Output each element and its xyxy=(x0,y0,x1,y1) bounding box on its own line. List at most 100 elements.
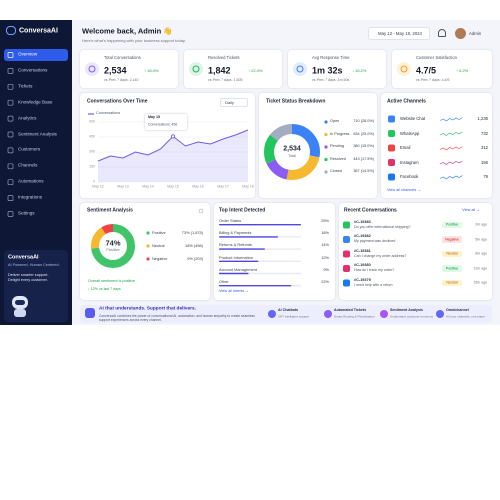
view-all-link[interactable]: View all intents → xyxy=(219,289,250,294)
menu-item[interactable]: Automations xyxy=(18,178,44,184)
conversation-time: 8m ago xyxy=(475,251,487,256)
menu-item[interactable]: Settings xyxy=(18,210,35,216)
feature-title: Omnichannel xyxy=(446,308,469,313)
kpi-change: ↑ 6.2% xyxy=(456,68,469,73)
conversation-time: 5m ago xyxy=(475,236,487,241)
menu-item[interactable]: Customers xyxy=(18,147,41,153)
kpi-card xyxy=(184,50,282,88)
view-all-link[interactable]: View all → xyxy=(462,208,480,213)
channel-count: 312 xyxy=(481,144,488,150)
kpi-change: ↓ 16.2% xyxy=(352,68,367,73)
donut-center-label: Positive xyxy=(106,248,120,253)
feature-text: All your channels, one place xyxy=(446,314,485,319)
conversation-text: How do I track my order? xyxy=(354,268,395,273)
sentiment-value: 18% (456) xyxy=(185,243,203,249)
kpi-note: vs Prev 7 days: 2,140 xyxy=(104,78,139,83)
notification-bell[interactable] xyxy=(438,29,446,37)
intent-card xyxy=(214,203,335,300)
menu-item[interactable]: Integrations xyxy=(18,194,43,200)
status-name: Open xyxy=(330,119,340,124)
active-menu-highlight xyxy=(4,49,68,61)
promo-text: Deliver smarter support. Delight every c… xyxy=(8,273,49,282)
period-select[interactable] xyxy=(220,98,248,107)
x-tick-label: May 12 xyxy=(92,184,104,189)
conversation-id: #C-19381 xyxy=(354,248,371,253)
kpi-card xyxy=(80,50,178,88)
channel-name: WhatsApp xyxy=(400,130,420,136)
date-picker[interactable] xyxy=(368,27,430,40)
y-tick-label: 300 xyxy=(89,149,95,154)
sentiment-badge-label: Negative xyxy=(445,236,459,241)
kpi-value: 1m 32s xyxy=(312,65,343,76)
period-label[interactable]: Daily xyxy=(225,99,234,105)
user-avatar[interactable] xyxy=(455,28,466,39)
menu-item[interactable]: Conversations xyxy=(18,67,48,73)
conversation-time: 12m ago xyxy=(473,265,487,270)
sentiment-badge-label: Positive xyxy=(445,265,459,270)
kpi-value: 4.7/5 xyxy=(416,65,437,76)
card-title: Ticket Status Breakdown xyxy=(266,98,326,105)
kpi-note: vs Prev 7 days: 1m 50s xyxy=(312,78,350,83)
status-count: 634 (25.0%) xyxy=(353,131,374,136)
kpi-change: ↑ 22.4% xyxy=(248,68,263,73)
sentiment-value: 9% (203) xyxy=(187,256,203,262)
conversations-card xyxy=(80,93,255,198)
conversation-id: #C-19380 xyxy=(354,263,371,268)
feature-text: Understand customer emotions xyxy=(390,314,433,319)
sentiment-name: Negative xyxy=(152,256,168,262)
conversation-text: Can I change my order address? xyxy=(354,254,407,258)
intent-name: Order Status xyxy=(219,218,242,224)
user-name[interactable]: Admin xyxy=(469,30,482,36)
card-title: Conversations Over Time xyxy=(87,98,148,105)
intent-name: Account Management xyxy=(219,266,257,272)
status-name: Pending xyxy=(330,144,344,149)
kpi-card xyxy=(288,50,386,88)
sentiment-badge-label: Positive xyxy=(445,222,459,227)
status-name: In Progress xyxy=(330,131,350,136)
tooltip-date: May 15 xyxy=(148,115,160,120)
sentiment-change: ↑ 12% vs last 7 days xyxy=(88,287,121,292)
feature-text: 24/7 intelligent support xyxy=(278,314,310,319)
kpi-card xyxy=(392,50,492,88)
kpi-label: Avg Response Time xyxy=(312,54,350,60)
intent-name: Billing & Payments xyxy=(219,230,252,236)
conversation-id: #C-19379 xyxy=(354,277,371,282)
sentiment-badge xyxy=(442,236,462,243)
menu-item[interactable]: Sentiment Analysis xyxy=(18,131,57,137)
sentiment-badge xyxy=(442,221,462,229)
status-count: 443 (17.5%) xyxy=(353,156,374,161)
y-tick-label: 600 xyxy=(89,119,95,124)
channel-count: 1,236 xyxy=(477,115,488,121)
feature-title: Automated Tickets xyxy=(334,308,367,313)
donut-center-value: 74% xyxy=(105,238,121,248)
conversation-text: Do you offer international shipping? xyxy=(354,225,411,229)
brand-logo xyxy=(6,26,16,35)
intent-value: 9% xyxy=(323,266,329,272)
intent-name: Product Information xyxy=(219,254,253,260)
feature-title: AI Chatbots xyxy=(278,308,299,313)
menu-item[interactable]: Overview xyxy=(18,51,38,57)
date-range[interactable]: May 12 - May 18, 2024 xyxy=(378,30,422,36)
menu-item[interactable]: Knowledge Base xyxy=(18,99,53,105)
sentiment-badge-label: Neutral xyxy=(446,251,458,256)
channel-count: 156 xyxy=(481,159,488,165)
view-all-link[interactable]: View all channels → xyxy=(387,188,422,193)
intent-name: Other xyxy=(219,279,229,285)
sentiment-badge xyxy=(442,265,462,272)
recent-card xyxy=(339,203,492,300)
promo-title: ConversaAI xyxy=(8,254,39,261)
sentiment-name: Neutral xyxy=(152,243,165,249)
y-tick-label: 150 xyxy=(89,164,95,169)
x-tick-label: May 18 xyxy=(242,184,254,189)
menu-item[interactable]: Channels xyxy=(18,163,38,168)
status-count: 367 (14.5%) xyxy=(353,169,374,174)
x-tick-label: May 16 xyxy=(192,184,204,189)
intent-value: 25% xyxy=(321,218,329,224)
conversation-text: My payment was declined xyxy=(354,239,396,244)
page-subtitle: Here's what's happening with your busine… xyxy=(82,38,186,43)
menu-item[interactable]: Tickets xyxy=(18,83,33,89)
conversation-text: I need help with a return xyxy=(354,283,393,287)
menu-item[interactable]: Analytics xyxy=(18,115,37,121)
sentiment-summary: Overall sentiment is positive xyxy=(88,279,136,284)
channel-name: Facebook xyxy=(400,173,419,179)
